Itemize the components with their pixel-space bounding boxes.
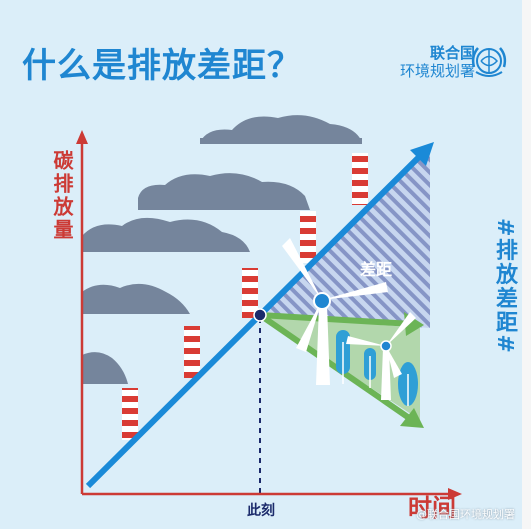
factory-chimney-icon	[184, 326, 200, 378]
target-path-arrow	[258, 312, 414, 423]
smoke-cloud-icon	[138, 173, 310, 210]
smoke-cloud-icon	[200, 115, 362, 144]
tree-icon	[364, 348, 376, 388]
factory-chimney-icon	[242, 268, 258, 318]
org-name-line2: 环境规划署	[399, 62, 475, 80]
wind-turbine-icon	[282, 238, 388, 385]
page-edge	[522, 0, 531, 529]
now-point	[253, 308, 267, 322]
gap-label: 差距	[360, 260, 393, 279]
y-axis-label: 碳排放量	[50, 150, 74, 242]
emissions-trend-arrowhead	[410, 142, 434, 166]
org-name-line1: 联合国	[429, 44, 475, 62]
page-title: 什么是排放差距？	[22, 46, 302, 86]
now-label: 此刻	[247, 503, 275, 519]
factory-chimney-icon	[300, 211, 316, 263]
x-axis-arrowhead	[448, 488, 462, 500]
smoke-cloud-icon	[82, 352, 128, 384]
wind-turbine-icon	[346, 312, 416, 400]
un-environment-logo-icon	[471, 47, 507, 77]
factory-chimney-icon	[352, 153, 368, 205]
tree-icon	[336, 330, 350, 384]
x-axis-label: 时间	[408, 494, 456, 522]
tree-icon	[398, 362, 418, 406]
watermark: @联合国环境规划署	[416, 508, 515, 521]
factory-chimney-icon	[122, 388, 138, 440]
target-path-arrowhead	[400, 408, 424, 428]
smoke-cloud-icon	[82, 217, 250, 252]
emissions-trend-line	[85, 153, 423, 489]
organization-name: 联合国 环境规划署	[400, 44, 475, 80]
hashtag-label: #排放差距#	[492, 218, 517, 355]
emissions-gap-area	[260, 150, 430, 328]
mitigation-path-arrow	[259, 312, 413, 327]
y-axis-arrowhead	[76, 130, 88, 144]
smoke-cloud-icon	[82, 283, 190, 314]
